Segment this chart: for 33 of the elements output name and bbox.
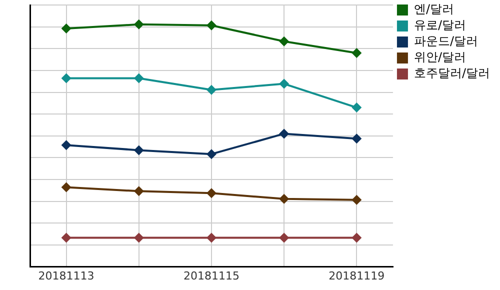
legend-label: 파운드/달러 — [414, 34, 478, 48]
point — [279, 128, 290, 139]
point — [352, 48, 362, 58]
point — [279, 232, 290, 243]
legend-label: 엔/달러 — [414, 2, 454, 16]
point — [61, 232, 72, 243]
point — [134, 145, 144, 156]
x-tick-label: 20181113 — [38, 269, 94, 282]
point — [279, 36, 290, 46]
point — [279, 194, 290, 204]
point — [352, 194, 362, 205]
point — [352, 102, 362, 113]
point — [206, 149, 216, 160]
legend-label: 호주달러/달러 — [414, 66, 490, 80]
point — [61, 24, 72, 34]
legend-label: 위안/달러 — [414, 50, 466, 64]
point — [134, 19, 144, 30]
x-tick-label: 20181119 — [328, 269, 385, 282]
point — [134, 186, 144, 196]
legend-label: 유로/달러 — [414, 18, 466, 32]
point — [206, 20, 216, 30]
x-tick-label: 20181115 — [183, 269, 240, 282]
point — [279, 78, 290, 89]
point — [134, 73, 144, 84]
point — [134, 232, 144, 243]
point — [352, 232, 362, 243]
point — [61, 140, 72, 150]
point — [352, 134, 362, 144]
point — [61, 182, 72, 192]
point — [206, 188, 216, 198]
point — [206, 84, 216, 95]
point — [61, 73, 72, 84]
point — [206, 232, 216, 243]
